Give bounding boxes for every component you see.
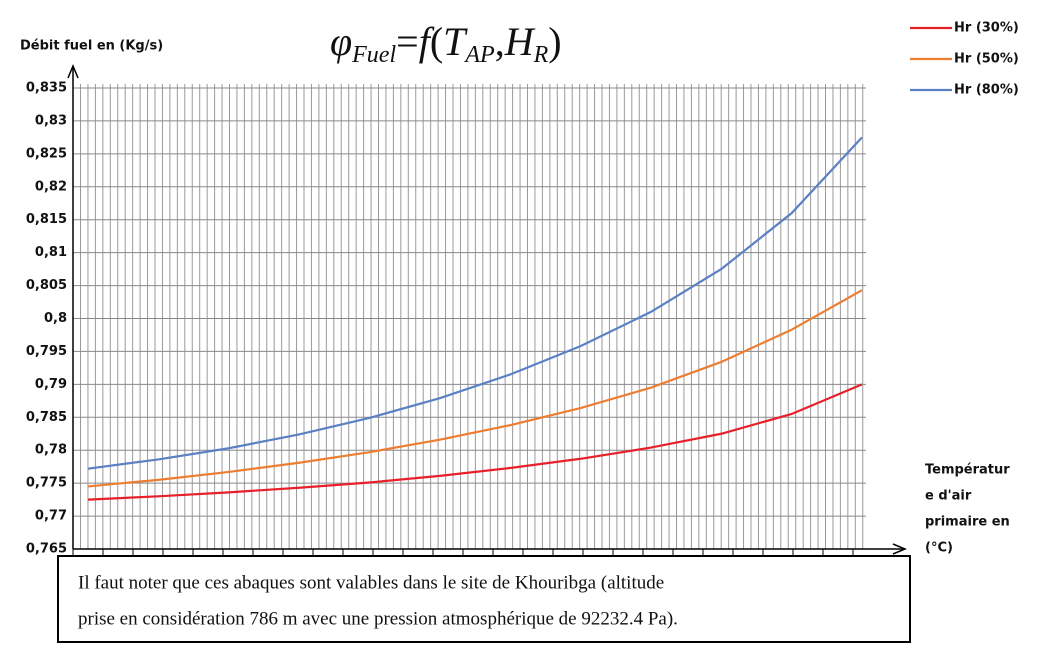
title-part: R: [533, 42, 549, 68]
y-tick-label: 0,82: [35, 179, 67, 194]
note-box: [57, 555, 911, 643]
title-part: Fuel: [351, 42, 396, 68]
x-axis-label: Températur: [925, 463, 1010, 478]
x-axis-label: e d'air: [925, 489, 972, 504]
y-tick-label: 0,805: [26, 278, 67, 293]
title-part: AP: [463, 42, 495, 68]
legend-label: Hr (80%): [954, 83, 1019, 98]
y-tick-label: 0,765: [26, 542, 67, 557]
series-line: [87, 136, 863, 470]
title-part: (: [430, 19, 443, 64]
y-tick-label: 0,78: [35, 443, 67, 458]
y-tick-label: 0,825: [26, 146, 67, 161]
legend-label: Hr (50%): [954, 52, 1019, 67]
note-line: Il faut noter que ces abaques sont valab…: [78, 572, 664, 593]
y-tick-label: 0,815: [26, 212, 67, 227]
chart-title: φFuel=f(TAP,HR): [330, 19, 562, 67]
y-tick-label: 0,775: [26, 476, 67, 491]
y-axis-label: Débit fuel en (Kg/s): [20, 39, 163, 54]
y-tick-label: 0,8: [44, 311, 67, 326]
y-tick-label: 0,79: [35, 377, 67, 392]
series-line: [87, 383, 863, 501]
note-line: prise en considération 786 m avec une pr…: [78, 608, 678, 629]
y-tick-label: 0,785: [26, 410, 67, 425]
x-axis-label: primaire en: [925, 515, 1010, 530]
title-part: H: [504, 19, 536, 64]
y-axis-arrow: [67, 64, 79, 79]
y-tick-label: 0,77: [35, 509, 67, 524]
x-axis-label: (°C): [925, 541, 953, 556]
title-part: ,: [495, 19, 505, 64]
y-tick-label: 0,83: [35, 113, 67, 128]
x-axis-arrow: [892, 543, 907, 555]
series-line: [87, 289, 863, 488]
y-tick-label: 0,81: [35, 245, 67, 260]
title-part: ): [548, 19, 561, 64]
title-part: T: [443, 19, 468, 64]
y-tick-label: 0,835: [26, 81, 67, 96]
title-part: φ: [330, 19, 352, 64]
title-part: =: [396, 19, 419, 64]
legend-label: Hr (30%): [954, 21, 1019, 36]
y-tick-label: 0,795: [26, 344, 67, 359]
